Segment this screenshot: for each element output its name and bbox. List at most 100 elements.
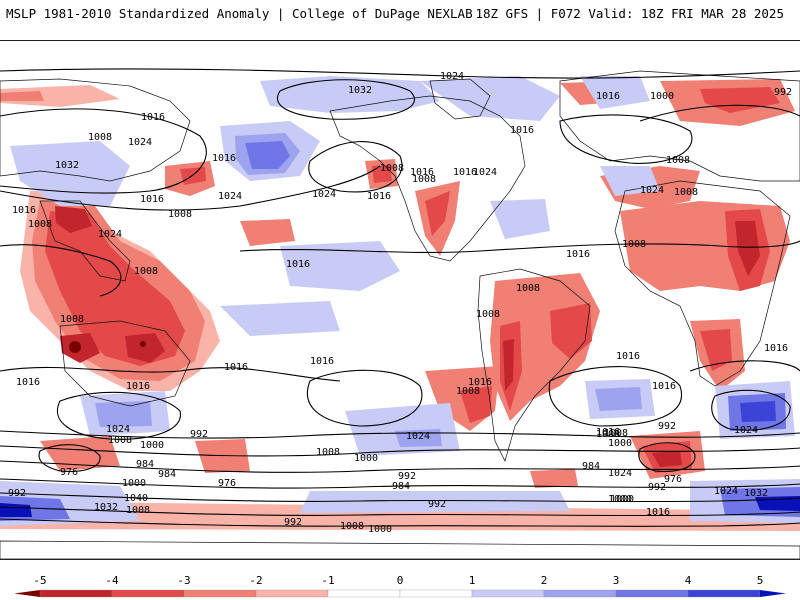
colorbar-bin bbox=[687, 589, 761, 598]
anomaly-blob bbox=[490, 199, 550, 239]
isobar-label: 976 bbox=[218, 478, 236, 489]
isobar-label: 1024 bbox=[106, 424, 130, 435]
isobar-label: 1024 bbox=[608, 468, 632, 479]
isobar-label: 976 bbox=[664, 474, 682, 485]
isobar-label: 992 bbox=[284, 517, 302, 528]
isobar-label: 992 bbox=[648, 482, 666, 493]
isobar-label: 1000 bbox=[354, 453, 378, 464]
colorbar-bin bbox=[255, 589, 329, 598]
isobar-label: 1032 bbox=[94, 502, 118, 513]
anomaly-blob bbox=[420, 76, 560, 121]
anomaly-blob bbox=[0, 501, 800, 531]
isobar-label: 1016 bbox=[286, 259, 310, 270]
positive-anomaly-shading bbox=[0, 76, 800, 526]
isobar-line bbox=[711, 389, 791, 431]
colorbar-tick-label: 4 bbox=[685, 574, 692, 587]
isobar-label: 1008 bbox=[604, 428, 628, 439]
isobar-label: 1008 bbox=[134, 266, 158, 277]
isobar-label: 1008 bbox=[108, 435, 132, 446]
isobar-label: 1008 bbox=[516, 283, 540, 294]
isobar-line bbox=[0, 366, 341, 382]
isobar-label: 1016 bbox=[310, 356, 334, 367]
anomaly-blob bbox=[280, 241, 400, 291]
anomaly-blob bbox=[530, 469, 578, 488]
colorbar-tick-label: -4 bbox=[105, 574, 119, 587]
isobar-label: 1016 bbox=[140, 194, 164, 205]
isobar-label: 1016 bbox=[141, 112, 165, 123]
isobar-line bbox=[548, 366, 683, 427]
isobar-label: 1024 bbox=[406, 431, 430, 442]
isobar-label: 1000 bbox=[650, 91, 674, 102]
coastline-south-america bbox=[477, 268, 591, 462]
colorbar-tick-label: 1 bbox=[469, 574, 476, 587]
colorbar-bin bbox=[399, 589, 473, 598]
anomaly-blob bbox=[580, 76, 650, 109]
isobar-label: 984 bbox=[136, 459, 154, 470]
isobar-label: 1008 bbox=[476, 309, 500, 320]
isobar-label: 1016 bbox=[16, 377, 40, 388]
isobar-label: 1008 bbox=[380, 163, 404, 174]
isobar-label: 1024 bbox=[218, 191, 242, 202]
anomaly-blob bbox=[345, 403, 460, 456]
coastline-antarctica bbox=[0, 540, 800, 559]
anomaly-blob bbox=[180, 167, 206, 185]
coastline-australia bbox=[59, 320, 191, 407]
isobar-label: 1016 bbox=[652, 381, 676, 392]
colorbar-bin bbox=[183, 589, 257, 598]
coastline-southeast-asia bbox=[39, 200, 131, 282]
isobar-contours bbox=[0, 68, 800, 527]
map-panel: 1024 1032 1016 1000 992 1016 1008 1024 1… bbox=[0, 40, 800, 560]
isobar-label: 1000 bbox=[610, 494, 634, 505]
isobar-label: 1008 bbox=[60, 314, 84, 325]
isobar-line bbox=[0, 244, 122, 297]
isobar-label: 1032 bbox=[55, 160, 79, 171]
colorbar-bin bbox=[111, 589, 185, 598]
isobar-label: 1016 bbox=[367, 191, 391, 202]
isobar-label: 1008 bbox=[126, 505, 150, 516]
anomaly-blob bbox=[700, 329, 732, 371]
isobar-line bbox=[559, 114, 693, 164]
anomaly-blob bbox=[425, 191, 450, 236]
model-valid-time: 18Z GFS | F072 Valid: 18Z FRI MAR 28 202… bbox=[475, 6, 784, 21]
isobar-label: 1016 bbox=[12, 205, 36, 216]
colorbar-bin bbox=[327, 589, 401, 598]
coastline-north-america bbox=[329, 95, 526, 262]
anomaly-blob bbox=[69, 341, 81, 353]
anomaly-blob bbox=[595, 387, 642, 411]
anomaly-blob bbox=[740, 401, 776, 422]
isobar-label: 1024 bbox=[440, 71, 464, 82]
isobar-label: 1032 bbox=[744, 488, 768, 499]
colorbar-bin bbox=[39, 589, 113, 598]
isobar-label: 992 bbox=[658, 421, 676, 432]
colorbar-bin bbox=[543, 589, 617, 598]
isobar-label: 1000 bbox=[140, 440, 164, 451]
isobar-line bbox=[638, 442, 696, 473]
anomaly-colorbar: -5 -4 -3 -2 -1 0 1 2 3 4 5 bbox=[14, 574, 786, 598]
anomaly-blob bbox=[652, 451, 682, 467]
isobar-label: 1008 bbox=[28, 219, 52, 230]
isobar-label: 1016 bbox=[566, 249, 590, 260]
isobar-label: 1000 bbox=[122, 478, 146, 489]
isobar-line bbox=[56, 391, 181, 440]
colorbar-ticks: -5 -4 -3 -2 -1 0 1 2 3 4 5 bbox=[33, 574, 763, 587]
colorbar-bins bbox=[14, 589, 786, 598]
isobar-label: 1016 bbox=[510, 125, 534, 136]
isobar-label: 1000 bbox=[608, 494, 632, 505]
coastline-eurasia bbox=[559, 70, 800, 182]
isobar-label: 1016 bbox=[646, 507, 670, 518]
colorbar-arrow-low bbox=[14, 590, 40, 597]
anomaly-blob bbox=[0, 91, 44, 101]
isobar-label: 1040 bbox=[124, 493, 148, 504]
anomaly-blob bbox=[735, 221, 760, 276]
isobar-line bbox=[689, 360, 800, 372]
colorbar-tick-label: -1 bbox=[321, 574, 334, 587]
isobar-label: 1008 bbox=[622, 239, 646, 250]
isobar-label: 1016 bbox=[224, 362, 248, 373]
isobar-line bbox=[306, 369, 423, 427]
anomaly-blob bbox=[240, 219, 295, 246]
isobar-line bbox=[0, 68, 800, 79]
colorbar-tick-label: -3 bbox=[177, 574, 190, 587]
isobar-label: 1000 bbox=[608, 438, 632, 449]
isobar-line bbox=[0, 165, 381, 211]
anomaly-blob bbox=[0, 85, 120, 107]
